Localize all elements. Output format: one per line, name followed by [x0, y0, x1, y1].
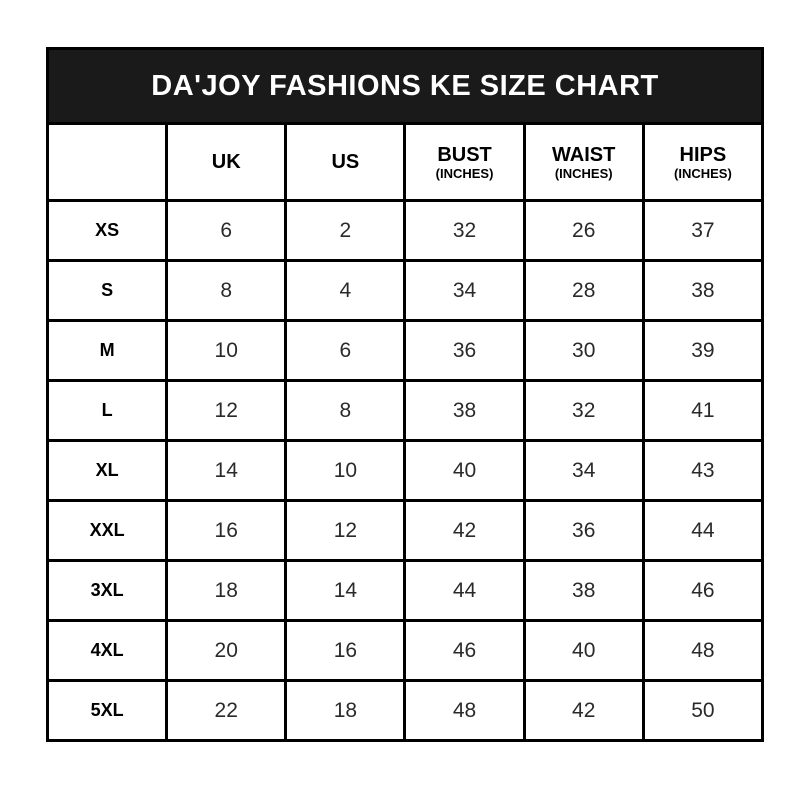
bust-value-cell: 34	[403, 259, 526, 322]
chart-title-bar: DA'JOY FASHIONS KE SIZE CHART	[46, 47, 764, 125]
uk-value-cell: 14	[165, 439, 288, 502]
bust-value-cell: 32	[403, 199, 526, 262]
us-value-cell: 10	[284, 439, 407, 502]
hips-value-cell: 48	[641, 619, 765, 682]
size-label-cell: 5XL	[45, 679, 169, 742]
col-header-waist-label: WAIST	[552, 143, 616, 166]
bust-value-cell: 48	[403, 679, 526, 742]
size-label-cell: 4XL	[45, 619, 169, 682]
size-label-cell: XXL	[45, 499, 169, 562]
waist-value-cell: 36	[522, 499, 645, 562]
hips-value-cell: 50	[641, 679, 765, 742]
size-chart: DA'JOY FASHIONS KE SIZE CHART UK US	[45, 47, 765, 742]
bust-value-cell: 40	[403, 439, 526, 502]
col-header-hips-label: HIPS	[679, 143, 727, 166]
size-label-cell: XL	[45, 439, 169, 502]
uk-value-cell: 6	[165, 199, 288, 262]
col-header-us-label: US	[331, 151, 360, 173]
uk-value-cell: 22	[165, 679, 288, 742]
waist-value-cell: 38	[522, 559, 645, 622]
size-label-cell: L	[45, 379, 169, 442]
col-header-size	[45, 122, 169, 202]
uk-value-cell: 12	[165, 379, 288, 442]
bust-value-cell: 36	[403, 319, 526, 382]
bust-value-cell: 42	[403, 499, 526, 562]
col-header-hips: HIPS (INCHES)	[641, 122, 765, 202]
waist-value-cell: 42	[522, 679, 645, 742]
size-label-cell: S	[45, 259, 169, 322]
waist-value-cell: 26	[522, 199, 645, 262]
col-header-uk-label: UK	[211, 151, 241, 173]
bust-value-cell: 44	[403, 559, 526, 622]
uk-value-cell: 16	[165, 499, 288, 562]
table-row: M 10 6 36 30 39	[45, 319, 765, 382]
hips-value-cell: 44	[641, 499, 765, 562]
table-body: XS 6 2 32 26 37 S 8 4 34 28 38 M 10 6 36 30 39 L 12 8 38 32 41 X…	[45, 199, 765, 742]
us-value-cell: 16	[284, 619, 407, 682]
col-header-uk: UK	[165, 122, 288, 202]
us-value-cell: 6	[284, 319, 407, 382]
hips-value-cell: 38	[641, 259, 765, 322]
waist-value-cell: 40	[522, 619, 645, 682]
uk-value-cell: 20	[165, 619, 288, 682]
hips-value-cell: 41	[641, 379, 765, 442]
waist-value-cell: 30	[522, 319, 645, 382]
uk-value-cell: 8	[165, 259, 288, 322]
table-row: XXL 16 12 42 36 44	[45, 499, 765, 562]
size-table: UK US BUST (INCHES) WAIST (INCHES)	[45, 122, 765, 742]
table-row: XS 6 2 32 26 37	[45, 199, 765, 262]
col-header-hips-sublabel: (INCHES)	[674, 165, 732, 181]
us-value-cell: 14	[284, 559, 407, 622]
table-row: 3XL 18 14 44 38 46	[45, 559, 765, 622]
hips-value-cell: 37	[641, 199, 765, 262]
header-row: UK US BUST (INCHES) WAIST (INCHES)	[45, 122, 765, 202]
table-row: 5XL 22 18 48 42 50	[45, 679, 765, 742]
table-row: XL 14 10 40 34 43	[45, 439, 765, 502]
col-header-us: US	[284, 122, 407, 202]
us-value-cell: 18	[284, 679, 407, 742]
us-value-cell: 8	[284, 379, 407, 442]
table-header: UK US BUST (INCHES) WAIST (INCHES)	[45, 122, 765, 202]
waist-value-cell: 28	[522, 259, 645, 322]
hips-value-cell: 46	[641, 559, 765, 622]
size-label-cell: M	[45, 319, 169, 382]
us-value-cell: 12	[284, 499, 407, 562]
table-row: S 8 4 34 28 38	[45, 259, 765, 322]
col-header-bust: BUST (INCHES)	[403, 122, 526, 202]
col-header-waist-sublabel: (INCHES)	[554, 165, 613, 181]
col-header-waist: WAIST (INCHES)	[522, 122, 645, 202]
us-value-cell: 2	[284, 199, 407, 262]
hips-value-cell: 39	[641, 319, 765, 382]
col-header-bust-sublabel: (INCHES)	[435, 165, 494, 181]
col-header-bust-label: BUST	[437, 143, 492, 166]
table-row: L 12 8 38 32 41	[45, 379, 765, 442]
bust-value-cell: 38	[403, 379, 526, 442]
uk-value-cell: 18	[165, 559, 288, 622]
waist-value-cell: 32	[522, 379, 645, 442]
hips-value-cell: 43	[641, 439, 765, 502]
bust-value-cell: 46	[403, 619, 526, 682]
table-row: 4XL 20 16 46 40 48	[45, 619, 765, 682]
us-value-cell: 4	[284, 259, 407, 322]
uk-value-cell: 10	[165, 319, 288, 382]
size-label-cell: XS	[45, 199, 169, 262]
size-label-cell: 3XL	[45, 559, 169, 622]
waist-value-cell: 34	[522, 439, 645, 502]
chart-title: DA'JOY FASHIONS KE SIZE CHART	[151, 69, 659, 102]
